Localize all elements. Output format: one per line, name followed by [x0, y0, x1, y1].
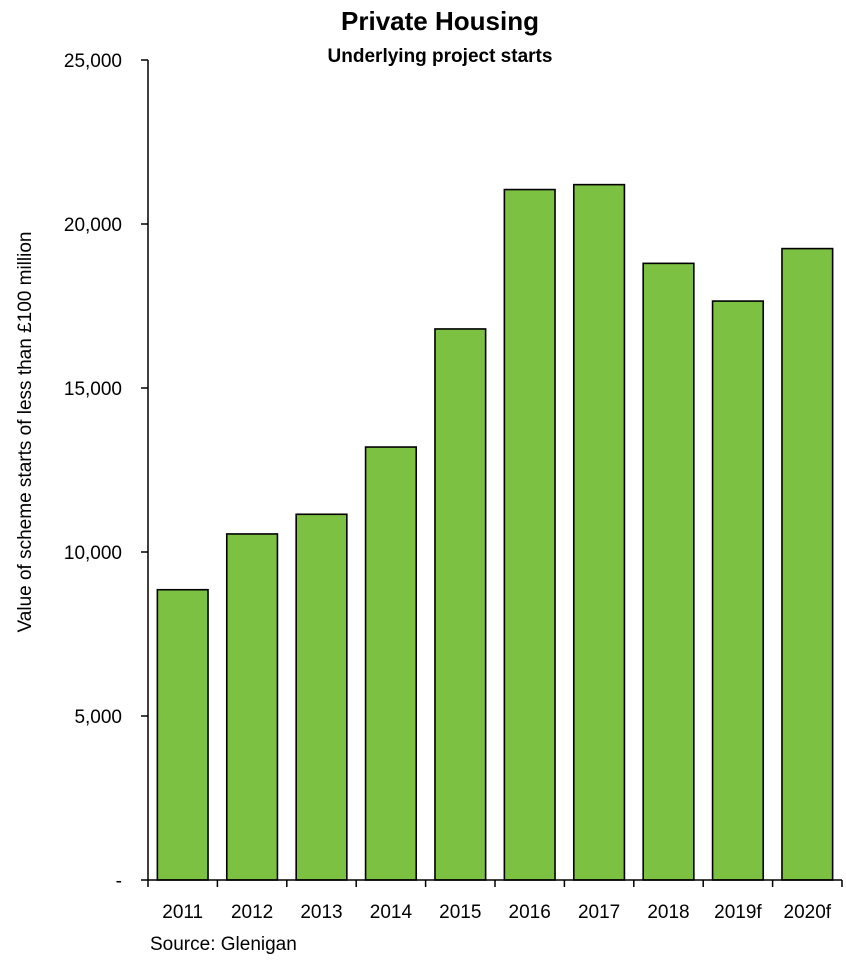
chart-subtitle: Underlying project starts — [328, 46, 553, 67]
y-tick-label: - — [116, 871, 122, 892]
y-tick-label: 10,000 — [64, 543, 122, 564]
bar-2018 — [642, 262, 695, 881]
x-tick-label: 2020f — [784, 902, 832, 923]
x-tick-label: 2016 — [509, 902, 551, 923]
x-tick-label: 2014 — [370, 902, 413, 923]
y-tick-label: 25,000 — [64, 51, 122, 72]
x-tick-label: 2013 — [300, 902, 342, 923]
source-note: Source: Glenigan — [150, 934, 297, 955]
y-tick-label: 20,000 — [64, 215, 122, 236]
bar-2013 — [295, 513, 348, 881]
y-tick-label: 15,000 — [64, 379, 122, 400]
bar-2020f — [781, 247, 834, 881]
bar-2015 — [434, 328, 487, 881]
chart-title: Private Housing — [341, 6, 539, 36]
x-tick-label: 2019f — [714, 902, 762, 923]
bar-2016 — [503, 188, 556, 881]
x-tick-label: 2011 — [162, 902, 203, 923]
y-tick-label: 5,000 — [74, 707, 122, 728]
bar-2014 — [364, 446, 418, 881]
y-axis-label: Value of scheme starts of less than £100… — [15, 232, 36, 633]
axes-group — [147, 60, 843, 887]
x-tick-label: 2017 — [578, 902, 620, 923]
bars-group — [156, 183, 834, 881]
bar-2019f — [711, 300, 765, 881]
x-tick-label: 2018 — [647, 902, 689, 923]
bar-2017 — [572, 183, 626, 881]
bar-2012 — [225, 533, 279, 881]
x-tick-label: 2015 — [439, 902, 481, 923]
bar-2011 — [156, 588, 209, 881]
y-ticks-group: - 5,000 10,000 15,000 20,000 25,000 — [64, 51, 148, 892]
x-labels-group: 2011 2012 2013 2014 2015 2016 2017 2018 2019f 202… — [162, 902, 832, 923]
x-tick-label: 2012 — [231, 902, 273, 923]
